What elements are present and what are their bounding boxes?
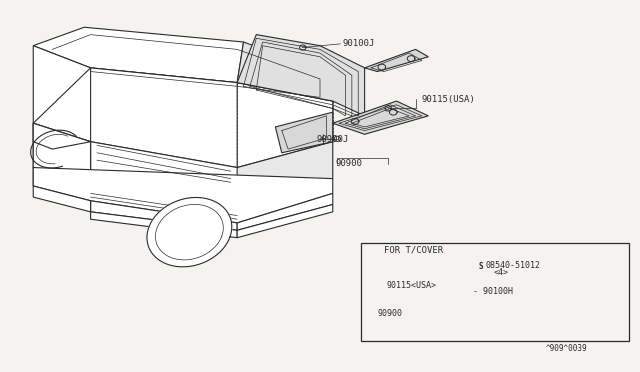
Polygon shape (237, 35, 365, 116)
Text: ^909^0039: ^909^0039 (546, 344, 588, 353)
Text: 90900: 90900 (336, 159, 363, 169)
Polygon shape (33, 186, 91, 212)
Polygon shape (33, 167, 333, 223)
Polygon shape (33, 68, 333, 167)
Polygon shape (91, 68, 237, 167)
Polygon shape (33, 123, 91, 149)
Text: 90900J: 90900J (317, 135, 349, 144)
Polygon shape (237, 193, 333, 230)
Polygon shape (275, 112, 333, 153)
Polygon shape (333, 101, 428, 134)
Polygon shape (91, 212, 237, 238)
Text: 90115<USA>: 90115<USA> (387, 281, 437, 290)
Polygon shape (33, 123, 91, 182)
Polygon shape (33, 46, 91, 201)
Text: - 90100H: - 90100H (473, 287, 513, 296)
Text: 90900: 90900 (378, 309, 403, 318)
Polygon shape (33, 27, 244, 83)
Text: 90100J: 90100J (342, 39, 374, 48)
Text: S: S (478, 262, 483, 270)
Text: 90115(USA): 90115(USA) (422, 95, 476, 104)
Polygon shape (91, 142, 333, 208)
Text: <4>: <4> (493, 268, 508, 277)
Bar (362, 243, 629, 341)
Polygon shape (368, 256, 486, 271)
Polygon shape (365, 49, 428, 71)
Polygon shape (91, 142, 237, 208)
Polygon shape (147, 198, 232, 267)
Polygon shape (91, 201, 237, 230)
Text: 08540-51012: 08540-51012 (486, 261, 541, 270)
Text: FOR T/COVER: FOR T/COVER (384, 245, 443, 254)
Polygon shape (237, 205, 333, 238)
Polygon shape (237, 42, 333, 101)
